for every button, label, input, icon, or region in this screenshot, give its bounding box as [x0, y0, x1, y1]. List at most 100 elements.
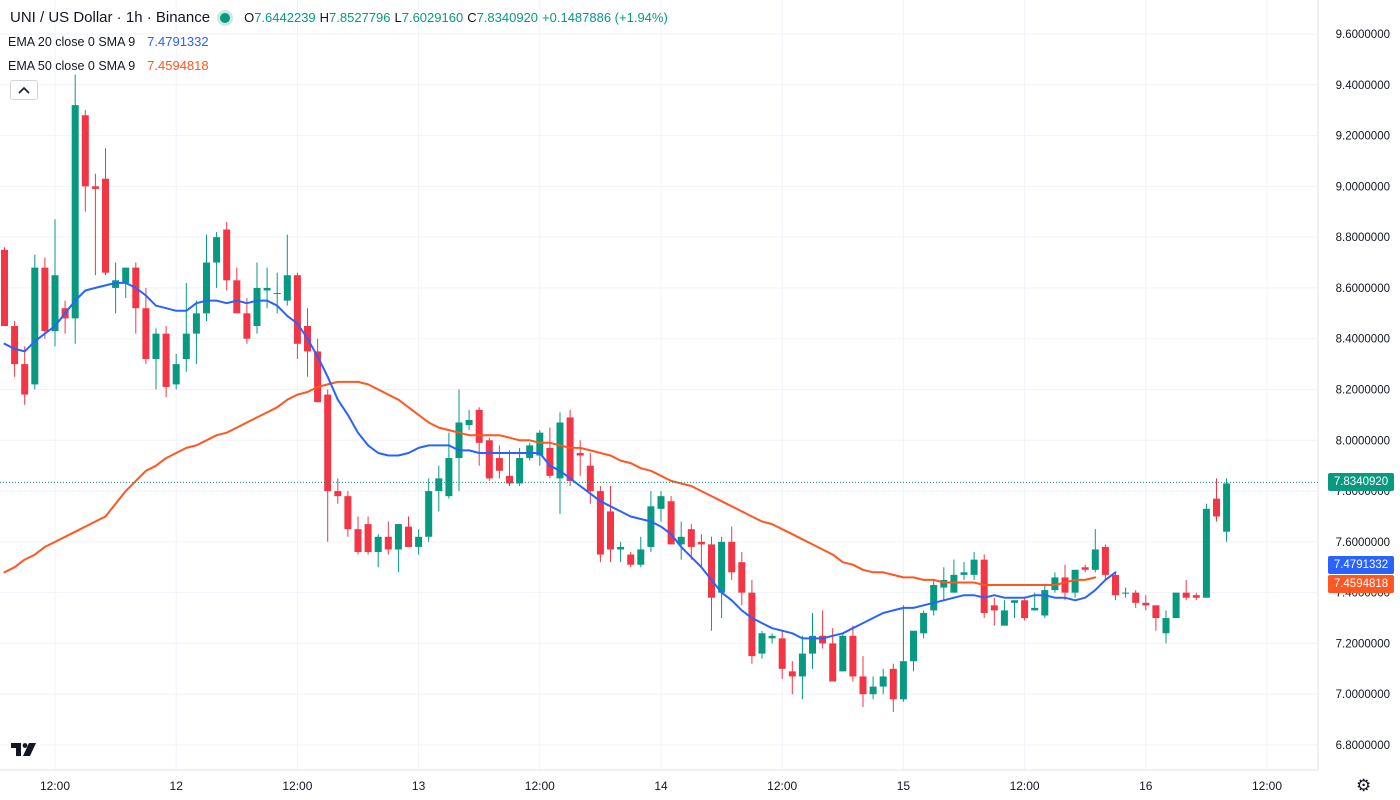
- x-tick-label: 12:00: [767, 779, 797, 793]
- candle-body: [970, 559, 978, 575]
- y-tick-label: 8.6000000: [1336, 283, 1390, 295]
- candle-body: [546, 447, 554, 476]
- ema20-value: 7.4791332: [147, 34, 209, 49]
- candle-body: [102, 178, 109, 273]
- candle-body: [263, 287, 271, 291]
- candle-body: [122, 267, 130, 283]
- candle-body: [445, 458, 453, 497]
- candle-body: [1112, 574, 1119, 596]
- collapse-legend-button[interactable]: [10, 80, 38, 100]
- ema20-price-tag: 7.4791332: [1328, 556, 1394, 575]
- symbol-title[interactable]: UNI / US Dollar · 1h · Binance: [10, 9, 211, 26]
- ema20-row[interactable]: EMA 20 close 0 SMA 9 7.4791332: [8, 30, 668, 54]
- candle-body: [364, 524, 372, 553]
- x-tick-label: 13: [412, 779, 426, 793]
- y-tick-label: 8.4000000: [1336, 334, 1390, 346]
- candle-body: [819, 635, 827, 644]
- x-tick-label: 12:00: [525, 779, 555, 793]
- y-tick-label: 8.8000000: [1336, 232, 1390, 244]
- candle-body: [1011, 600, 1018, 603]
- x-tick-label: 12:00: [282, 779, 312, 793]
- candle-body: [1152, 605, 1160, 619]
- candle-body: [455, 422, 463, 459]
- candle-body: [576, 452, 584, 456]
- candle-body: [869, 686, 877, 695]
- tradingview-logo-icon[interactable]: [10, 740, 38, 760]
- ema50-line: [3, 380, 1097, 586]
- ema50-row[interactable]: EMA 50 close 0 SMA 9 7.4594818: [8, 54, 668, 78]
- y-tick-label: 7.6000000: [1336, 537, 1390, 549]
- y-tick-label: 9.4000000: [1336, 80, 1390, 92]
- candle-body: [687, 529, 695, 547]
- candle-body: [1091, 549, 1099, 570]
- candle-body: [980, 559, 988, 613]
- candle-body: [526, 445, 534, 459]
- candle-body: [475, 409, 483, 443]
- candle-body: [334, 491, 342, 497]
- symbol-row: UNI / US Dollar · 1h · Binance O 7.644223…: [8, 6, 668, 30]
- market-status-dot-icon: [220, 13, 231, 23]
- candle-body: [849, 635, 857, 677]
- candle-body: [718, 541, 726, 593]
- candle-body: [485, 440, 493, 479]
- candle-body: [607, 511, 614, 550]
- candle-body: [748, 592, 756, 657]
- candle-body: [162, 333, 170, 387]
- candle-body: [910, 630, 917, 662]
- x-tick-label: 14: [654, 779, 668, 793]
- candle-body: [1081, 567, 1089, 570]
- candle-body: [1213, 498, 1220, 517]
- candle-body: [879, 676, 887, 687]
- ema20-label: EMA 20 close 0 SMA 9: [8, 35, 136, 49]
- candle-body: [627, 554, 635, 565]
- candle-body: [253, 287, 261, 327]
- x-tick-label: 16: [1139, 779, 1153, 793]
- x-tick-label: 12:00: [40, 779, 70, 793]
- candle-body: [930, 585, 938, 611]
- last-price-tag: 7.8340920: [1328, 473, 1394, 492]
- chevron-up-icon: [18, 86, 30, 94]
- candle-body: [758, 633, 766, 654]
- candle-body: [405, 526, 412, 547]
- candle-body: [1021, 600, 1029, 619]
- candle-body: [586, 465, 594, 492]
- candle-body: [81, 115, 89, 187]
- candle-body: [788, 671, 796, 677]
- candle-body: [829, 643, 837, 682]
- y-tick-label: 8.0000000: [1336, 435, 1390, 447]
- candle-body: [596, 491, 604, 555]
- x-tick-label: 12:00: [1010, 779, 1040, 793]
- candle-body: [21, 364, 29, 395]
- ema50-value: 7.4594818: [147, 58, 209, 73]
- candle-body: [657, 496, 665, 509]
- candle-body: [1000, 610, 1008, 626]
- candle-body: [728, 541, 736, 573]
- candle-body: [314, 351, 322, 403]
- candle-body: [920, 612, 928, 634]
- candle-body: [31, 267, 39, 385]
- candle-body: [839, 635, 847, 672]
- candle-body: [697, 541, 705, 545]
- candle-body: [677, 536, 685, 545]
- candle-body: [91, 186, 99, 189]
- candle-body: [960, 572, 968, 575]
- y-tick-label: 9.6000000: [1336, 29, 1390, 41]
- candle-body: [152, 333, 160, 360]
- candle-body: [1223, 483, 1231, 532]
- x-tick-label: 15: [897, 779, 911, 793]
- candle-body: [798, 653, 806, 677]
- x-tick-label: 12:00: [1252, 779, 1282, 793]
- candle-body: [1182, 592, 1190, 598]
- candle-body: [536, 432, 544, 456]
- candle-body: [324, 394, 332, 492]
- candle-body: [223, 229, 231, 281]
- candle-body: [516, 458, 524, 484]
- low-value: 7.6029160: [401, 10, 464, 25]
- gear-icon[interactable]: ⚙: [1356, 776, 1372, 795]
- ema20-line: [3, 281, 1117, 640]
- candle-body: [1041, 590, 1049, 616]
- candle-body: [213, 237, 221, 263]
- open-label: O: [244, 10, 255, 25]
- candle-body: [1, 249, 8, 327]
